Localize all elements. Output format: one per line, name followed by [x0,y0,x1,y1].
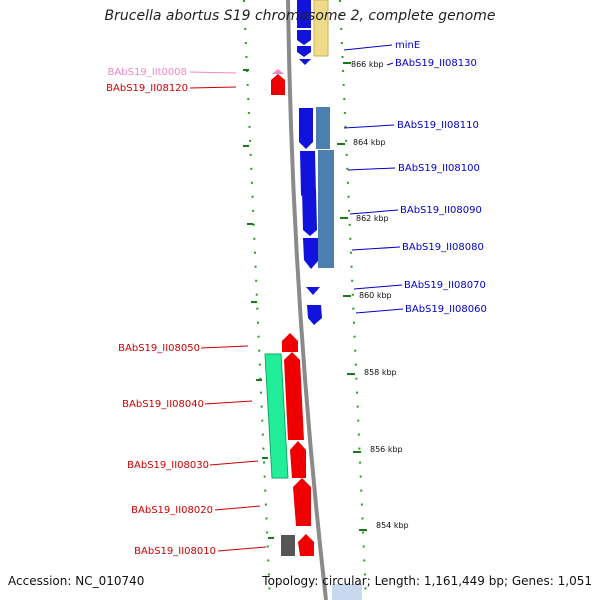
gene-label[interactable]: BAbS19_II08080 [402,242,484,253]
left-gene-labels: BAbS19_IIt0008 BAbS19_II08120 BAbS19_II0… [106,67,216,557]
scale-ticks [243,62,367,539]
gene-label[interactable]: BAbS19_II08110 [397,120,479,131]
scale-label: 856 kbp [370,445,403,454]
scale-label: 860 kbp [359,291,392,300]
left-leader-lines [189,71,267,552]
forward-cds-track [297,0,322,325]
gene-feature[interactable] [303,238,319,269]
map-title: Brucella abortus S19 chromosome 2, compl… [104,8,496,24]
gene-label[interactable]: BAbS19_II08090 [400,205,482,216]
trna-feature[interactable] [272,69,284,74]
length-value: 1,161,449 bp [423,574,504,588]
gene-label[interactable]: BAbS19_II08050 [118,343,200,354]
reverse-cds-track [271,74,314,556]
cog-band [281,535,295,556]
gene-feature[interactable] [298,534,314,556]
gene-feature[interactable] [284,352,304,440]
cog-band [313,0,329,57]
scale-label: 854 kbp [376,521,409,530]
gene-label[interactable]: BAbS19_IIt0008 [108,67,187,78]
right-gene-labels: minE BAbS19_II08130 BAbS19_II08110 BAbS1… [395,40,487,315]
cog-band [264,353,289,479]
length-label: Length: [374,574,421,588]
scale-label: 858 kbp [364,368,397,377]
gene-feature[interactable] [307,305,322,325]
gene-label[interactable]: BAbS19_II08030 [127,460,209,471]
gene-feature[interactable] [290,441,306,478]
gene-label[interactable]: BAbS19_II08130 [395,58,477,69]
gene-feature[interactable] [293,478,311,526]
gene-feature[interactable] [302,189,317,236]
gene-label[interactable]: BAbS19_II08010 [134,546,216,557]
gene-feature [332,584,362,600]
reverse-cog-track [264,353,295,556]
gene-label[interactable]: BAbS19_II08060 [405,304,487,315]
scale-labels: 866 kbp 864 kbp 862 kbp 860 kbp 858 kbp … [351,60,409,530]
gene-feature[interactable] [282,333,298,352]
forward-cog-track [313,0,334,268]
accession-label: Accession: [8,574,72,588]
topology-label: Topology: [262,574,319,588]
genome-summary: Topology: circular; Length: 1,161,449 bp… [262,574,592,588]
accession-value: NC_010740 [75,574,145,588]
gene-label[interactable]: BAbS19_II08100 [398,163,480,174]
genes-value: 1,051 [557,574,592,588]
gene-label[interactable]: BAbS19_II08070 [404,280,486,291]
cog-band [316,107,330,149]
scale-label: 864 kbp [353,138,386,147]
gene-feature[interactable] [299,108,313,149]
right-leader-lines [343,44,404,314]
gene-feature[interactable] [297,0,311,28]
cog-band [318,150,334,268]
gene-feature[interactable] [297,30,311,45]
topology-value: circular [322,574,367,588]
accession-info: Accession: NC_010740 [8,574,144,588]
genes-label: Genes: [511,574,554,588]
genome-backbone [286,0,328,600]
scale-label: 866 kbp [351,60,384,69]
gene-feature[interactable] [299,59,311,65]
gene-label[interactable]: BAbS19_II08120 [106,83,188,94]
gene-label[interactable]: BAbS19_II08040 [122,399,204,410]
gene-label[interactable]: minE [395,40,420,51]
gene-feature[interactable] [306,287,320,295]
gene-feature[interactable] [297,46,311,57]
gene-feature[interactable] [271,74,285,95]
scale-label: 862 kbp [356,214,389,223]
gene-label[interactable]: BAbS19_II08020 [131,505,213,516]
